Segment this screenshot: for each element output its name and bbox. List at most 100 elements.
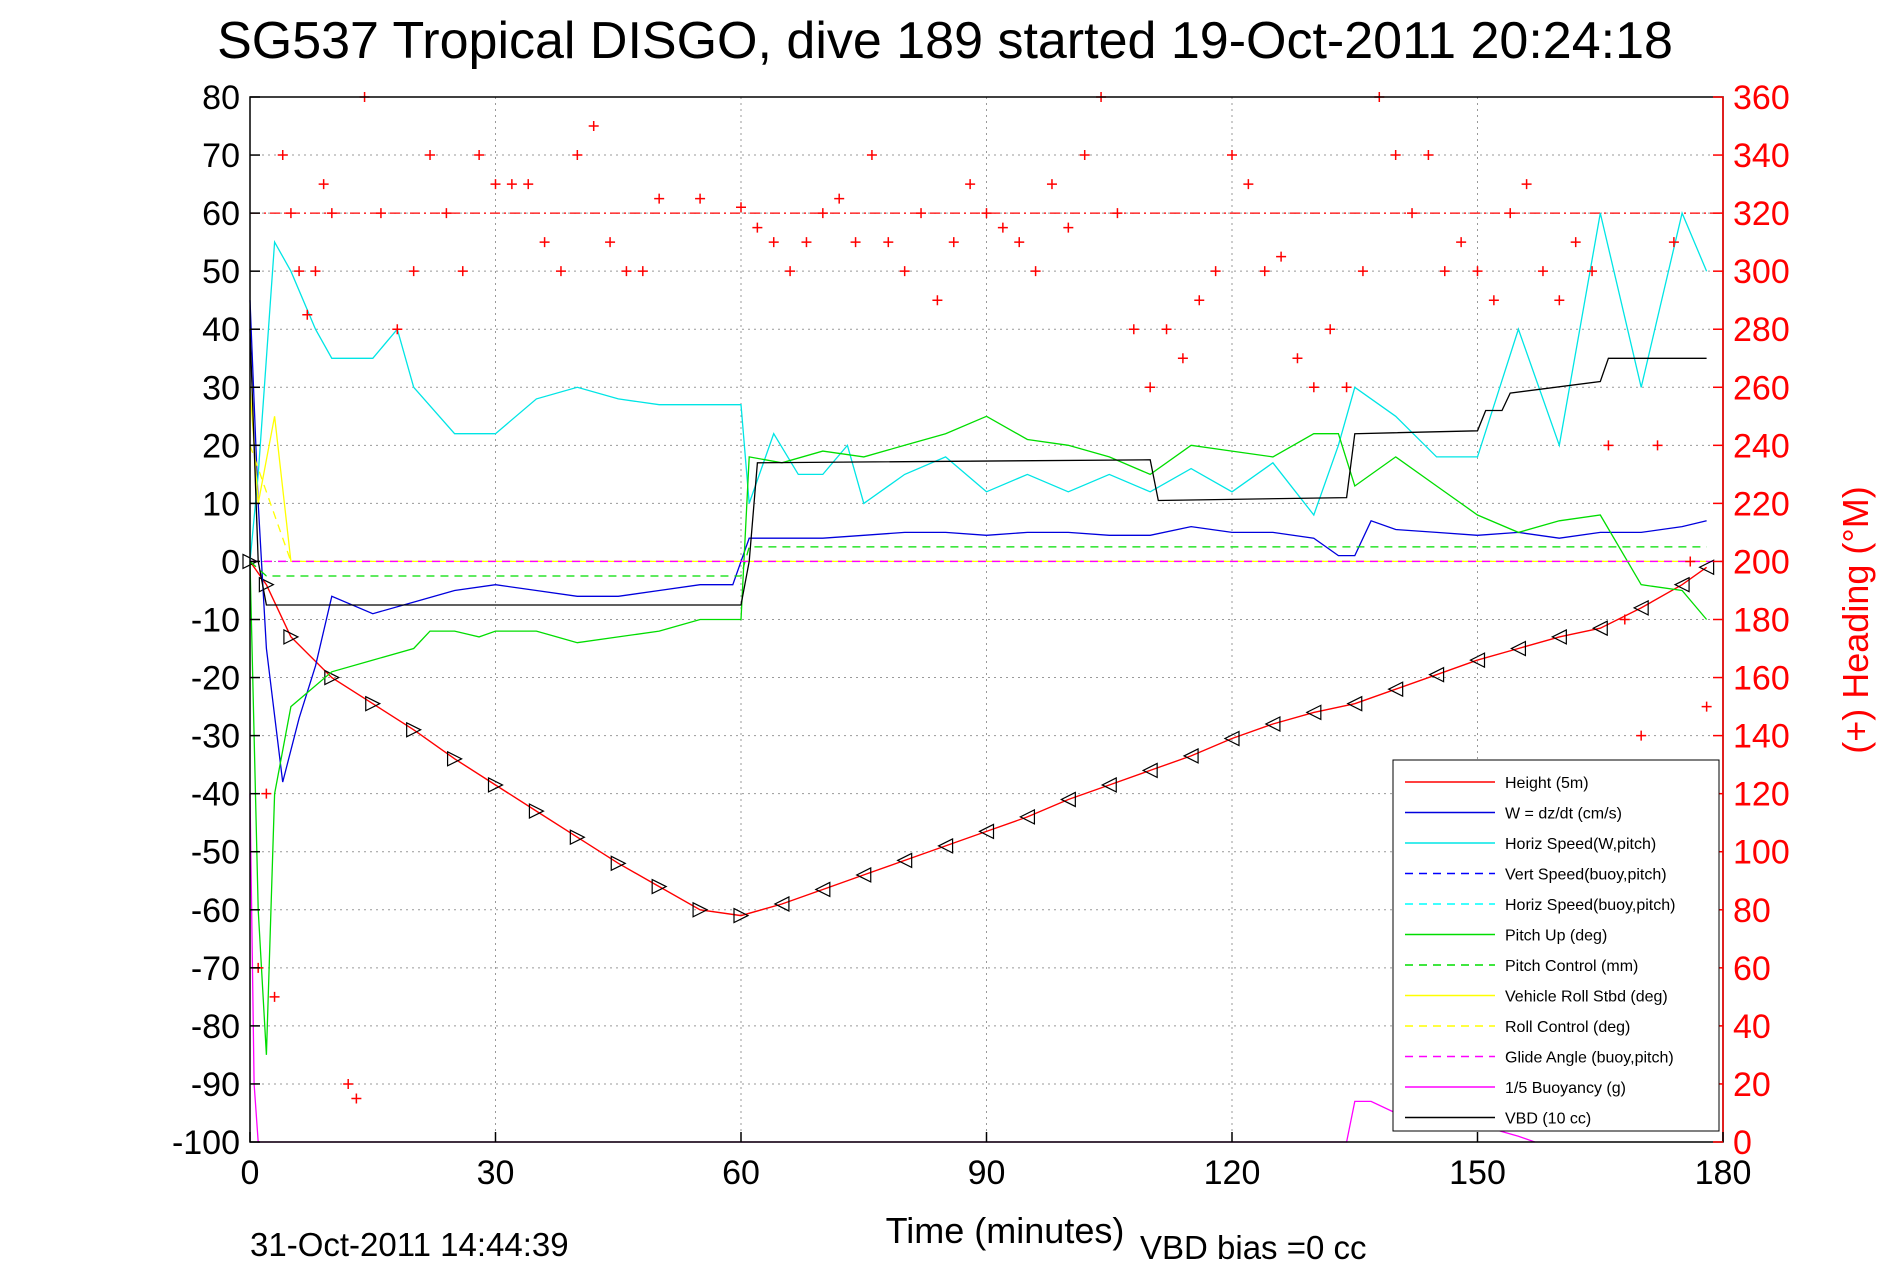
heading-point	[752, 222, 763, 233]
heading-point	[1030, 266, 1041, 277]
y-tick-label: -10	[191, 602, 240, 640]
heading-point	[1046, 179, 1057, 190]
y-tick-label: 30	[202, 369, 240, 407]
legend-entry-vert-speed-buoy-pitch: Vert Speed(buoy,pitch)	[1405, 867, 1667, 884]
heading-point	[695, 193, 706, 204]
heading-point	[1570, 237, 1581, 248]
heading-point	[1292, 353, 1303, 364]
heading-point	[555, 266, 566, 277]
y2-tick-label: 140	[1733, 718, 1790, 756]
legend-label: Vert Speed(buoy,pitch)	[1505, 867, 1667, 884]
y2-tick-label: 300	[1733, 253, 1790, 291]
heading-point	[1227, 150, 1237, 161]
y-tick-label: -90	[191, 1066, 240, 1104]
heading-point	[457, 266, 468, 277]
y2-tick-label: 120	[1733, 776, 1790, 814]
heading-point	[785, 266, 796, 277]
series-w-dz-dt-cm-s	[249, 300, 1707, 783]
y-tick-label: 60	[202, 195, 240, 233]
legend: Height (5m) W = dz/dt (cm/s) Horiz Speed(W…	[1392, 759, 1720, 1132]
heading-point	[1357, 266, 1368, 277]
height-marker	[446, 750, 463, 767]
heading-point	[261, 788, 272, 799]
height-marker	[1264, 716, 1281, 732]
heading-point	[1243, 179, 1254, 190]
height-marker	[651, 878, 668, 895]
series-layer	[242, 92, 1715, 1143]
height-marker	[1100, 776, 1117, 793]
height-marker	[1223, 730, 1240, 747]
series-pitch-up-deg	[249, 415, 1708, 1055]
y2-tick-label: 340	[1733, 137, 1790, 175]
footer-vbd-bias: VBD bias =0 cc	[1140, 1229, 1367, 1262]
heading-point	[539, 237, 550, 248]
series-line	[249, 445, 1707, 563]
heading-point	[1685, 556, 1696, 567]
heading-point	[801, 237, 812, 248]
legend-label: Horiz Speed(buoy,pitch)	[1505, 897, 1675, 914]
chart-title: SG537 Tropical DISGO, dive 189 started 1…	[217, 12, 1673, 70]
legend-entry-1-5-buoyancy-g: 1/5 Buoyancy (g)	[1405, 1080, 1626, 1097]
legend-entry-glide-angle-buoy-pitch: Glide Angle (buoy,pitch)	[1405, 1050, 1674, 1067]
legend-entry-roll-control-deg: Roll Control (deg)	[1405, 1019, 1630, 1036]
heading-point	[318, 179, 329, 190]
heading-point	[736, 202, 746, 213]
heading-point	[866, 150, 877, 161]
y-tick-label: -60	[191, 892, 240, 930]
height-marker	[978, 823, 995, 840]
series-line	[249, 211, 1708, 562]
legend-label: Pitch Up (deg)	[1505, 928, 1607, 945]
y2-tick-label: 160	[1733, 660, 1790, 698]
legend-entry-pitch-control-mm: Pitch Control (mm)	[1405, 958, 1638, 975]
legend-entry-horiz-speed-w-pitch: Horiz Speed(W,pitch)	[1405, 836, 1656, 853]
height-marker	[1673, 576, 1690, 593]
x-tick-label: 180	[1695, 1154, 1752, 1192]
y2-tick-label: 80	[1733, 892, 1771, 930]
heading-point	[1259, 266, 1270, 277]
height-marker	[1346, 695, 1363, 712]
y-tick-label: -40	[191, 776, 240, 814]
y-tick-label: 20	[202, 427, 240, 465]
height-marker	[773, 896, 790, 912]
y2-tick-label: 280	[1733, 311, 1790, 349]
heading-point	[408, 266, 419, 277]
heading-point	[1128, 324, 1139, 335]
heading-point	[326, 208, 337, 219]
height-marker	[896, 852, 913, 869]
legend-entry-vbd-10-cc: VBD (10 cc)	[1405, 1111, 1591, 1128]
heading-point	[1079, 150, 1090, 161]
heading-point	[637, 266, 648, 277]
series-line	[249, 329, 1707, 606]
y-tick-label: 10	[202, 485, 240, 523]
heading-point	[948, 237, 959, 248]
height-marker	[569, 829, 586, 846]
heading-point	[277, 150, 288, 161]
y2-tick-label: 220	[1733, 485, 1790, 523]
series-pitch-control-mm	[249, 546, 1707, 577]
heading-point	[1325, 324, 1336, 335]
heading-point	[506, 179, 517, 190]
heading-point	[1276, 251, 1287, 262]
series-line	[249, 300, 1707, 783]
legend-label: VBD (10 cc)	[1505, 1111, 1591, 1128]
heading-point	[1112, 208, 1123, 219]
height-marker	[1019, 808, 1036, 825]
y2-tick-label: 320	[1733, 195, 1790, 233]
height-marker	[937, 837, 954, 854]
x-tick-label: 0	[241, 1154, 260, 1192]
height-marker	[1387, 681, 1404, 698]
x-axis-label: Time (minutes)	[886, 1210, 1125, 1251]
heading-point	[351, 1093, 362, 1104]
legend-entry-pitch-up-deg: Pitch Up (deg)	[1405, 928, 1607, 945]
y2-tick-label: 260	[1733, 369, 1790, 407]
heading-point	[1341, 382, 1352, 393]
legend-label: 1/5 Buoyancy (g)	[1505, 1080, 1626, 1097]
heading-point	[1145, 382, 1156, 393]
heading-point	[981, 208, 992, 219]
y-tick-label: 80	[202, 79, 240, 117]
y-tick-labels: 80 70 60 50 40 30 20 10 0 -10 -20 -30 -40 -50 -60 -70 -8…	[172, 79, 260, 1162]
heading-point	[605, 237, 616, 248]
height-marker	[365, 695, 382, 712]
heading-point	[285, 208, 296, 219]
heading-point	[1521, 179, 1532, 190]
